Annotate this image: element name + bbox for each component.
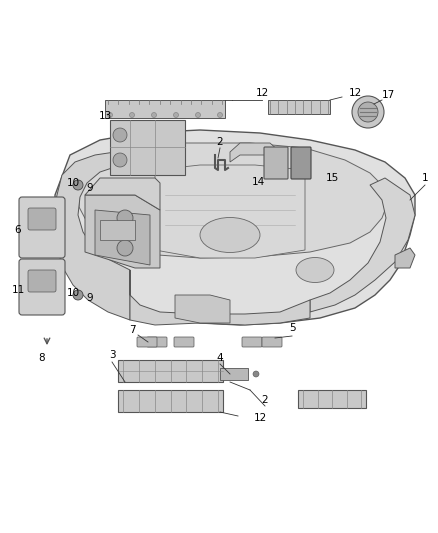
FancyBboxPatch shape <box>147 337 167 347</box>
Circle shape <box>73 290 83 300</box>
Text: 12: 12 <box>348 88 362 98</box>
Text: 11: 11 <box>11 285 25 295</box>
Text: 13: 13 <box>99 111 112 121</box>
Text: 2: 2 <box>217 137 223 147</box>
Polygon shape <box>55 130 415 325</box>
Text: 2: 2 <box>261 395 268 405</box>
FancyBboxPatch shape <box>118 390 223 412</box>
Circle shape <box>117 210 133 226</box>
FancyBboxPatch shape <box>291 147 311 179</box>
Polygon shape <box>395 248 415 268</box>
Circle shape <box>113 128 127 142</box>
FancyBboxPatch shape <box>298 390 366 408</box>
Circle shape <box>358 102 378 122</box>
Text: 1: 1 <box>422 173 428 183</box>
FancyBboxPatch shape <box>174 337 194 347</box>
FancyBboxPatch shape <box>262 337 282 347</box>
Polygon shape <box>85 178 160 210</box>
FancyBboxPatch shape <box>118 360 223 382</box>
Text: 12: 12 <box>255 88 268 98</box>
FancyBboxPatch shape <box>19 197 65 258</box>
Circle shape <box>130 112 134 117</box>
Text: 6: 6 <box>15 225 21 235</box>
FancyBboxPatch shape <box>242 337 262 347</box>
Polygon shape <box>155 165 305 258</box>
Circle shape <box>73 180 83 190</box>
Polygon shape <box>105 100 225 118</box>
Circle shape <box>107 112 113 117</box>
Circle shape <box>218 112 223 117</box>
Polygon shape <box>268 100 330 114</box>
Polygon shape <box>130 270 310 325</box>
Circle shape <box>152 112 156 117</box>
Text: 15: 15 <box>325 173 339 183</box>
Text: 5: 5 <box>289 323 295 333</box>
Ellipse shape <box>296 257 334 282</box>
Circle shape <box>173 112 179 117</box>
Polygon shape <box>95 210 150 265</box>
FancyBboxPatch shape <box>264 147 288 179</box>
Text: 3: 3 <box>109 350 115 360</box>
Circle shape <box>352 96 384 128</box>
Text: 12: 12 <box>253 413 267 423</box>
Polygon shape <box>310 178 415 312</box>
Text: 9: 9 <box>87 293 93 303</box>
FancyBboxPatch shape <box>28 270 56 292</box>
Polygon shape <box>79 143 388 258</box>
FancyBboxPatch shape <box>28 208 56 230</box>
Text: 8: 8 <box>39 353 45 363</box>
Text: 9: 9 <box>87 183 93 193</box>
Polygon shape <box>85 195 160 268</box>
Text: 4: 4 <box>217 353 223 363</box>
FancyBboxPatch shape <box>220 368 248 380</box>
FancyBboxPatch shape <box>110 120 185 175</box>
Text: 7: 7 <box>129 325 135 335</box>
FancyBboxPatch shape <box>19 259 65 315</box>
Text: 10: 10 <box>67 288 80 298</box>
Ellipse shape <box>200 217 260 253</box>
Circle shape <box>117 240 133 256</box>
Circle shape <box>253 371 259 377</box>
Text: 14: 14 <box>251 177 265 187</box>
Polygon shape <box>175 295 230 323</box>
FancyBboxPatch shape <box>100 220 135 240</box>
Text: 17: 17 <box>381 90 395 100</box>
FancyBboxPatch shape <box>137 337 157 347</box>
Circle shape <box>195 112 201 117</box>
Polygon shape <box>230 143 280 162</box>
Circle shape <box>113 153 127 167</box>
Text: 10: 10 <box>67 178 80 188</box>
Polygon shape <box>55 152 130 320</box>
